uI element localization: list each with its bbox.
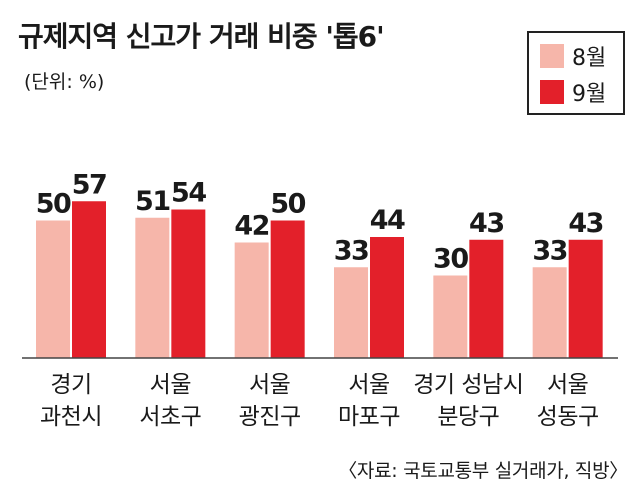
category-label-4-1: 분당구 <box>437 404 499 430</box>
category-label-1-1: 서초구 <box>139 404 201 430</box>
legend: 8월 9월 <box>527 31 625 115</box>
bar-sep-4 <box>469 239 504 358</box>
category-label-3-0: 서울 <box>348 372 389 398</box>
bar-aug-4 <box>433 275 468 358</box>
category-label-3-1: 마포구 <box>338 404 400 430</box>
bar-sep-5 <box>568 239 603 358</box>
unit-label: (단위: %) <box>24 71 104 93</box>
legend-swatch-sep <box>540 80 564 104</box>
value-label-sep-2: 50 <box>270 189 305 220</box>
bar-sep-2 <box>270 220 305 358</box>
bar-aug-2 <box>234 242 269 358</box>
value-label-aug-3: 33 <box>334 235 369 266</box>
bar-aug-0 <box>36 220 70 358</box>
value-label-sep-3: 44 <box>370 205 405 236</box>
value-label-aug-4: 30 <box>433 244 468 275</box>
value-label-sep-4: 43 <box>469 208 504 239</box>
category-label-1-0: 서울 <box>150 372 191 398</box>
category-label-2-0: 서울 <box>249 372 290 398</box>
category-label-0-0: 경기 <box>50 372 91 398</box>
value-label-aug-1: 51 <box>135 186 170 217</box>
category-label-2-1: 광진구 <box>239 404 301 430</box>
bar-aug-3 <box>334 267 368 358</box>
legend-label-sep: 9월 <box>572 82 606 107</box>
value-label-sep-1: 54 <box>171 178 206 209</box>
legend-label-aug: 8월 <box>572 46 606 71</box>
value-label-aug-2: 42 <box>234 211 269 242</box>
source-note: 〈자료: 국토교통부 실거래가, 직방〉 <box>338 460 628 482</box>
bar-aug-1 <box>135 217 170 358</box>
bar-sep-3 <box>370 237 404 358</box>
category-label-0-1: 과천시 <box>40 404 102 430</box>
category-label-5-0: 서울 <box>547 372 588 398</box>
bar-aug-5 <box>532 267 567 358</box>
value-label-aug-0: 50 <box>36 189 71 220</box>
category-label-5-1: 성동구 <box>537 404 599 430</box>
bar-sep-1 <box>171 209 206 358</box>
category-label-4-0: 경기 성남시 <box>413 372 523 398</box>
chart-title: 규제지역 신고가 거래 비중 '톱6' <box>18 20 384 53</box>
legend-swatch-aug <box>540 44 564 68</box>
value-label-sep-5: 43 <box>568 208 603 239</box>
value-label-aug-5: 33 <box>532 235 567 266</box>
bar-sep-0 <box>72 201 106 358</box>
value-label-sep-0: 57 <box>72 169 107 200</box>
